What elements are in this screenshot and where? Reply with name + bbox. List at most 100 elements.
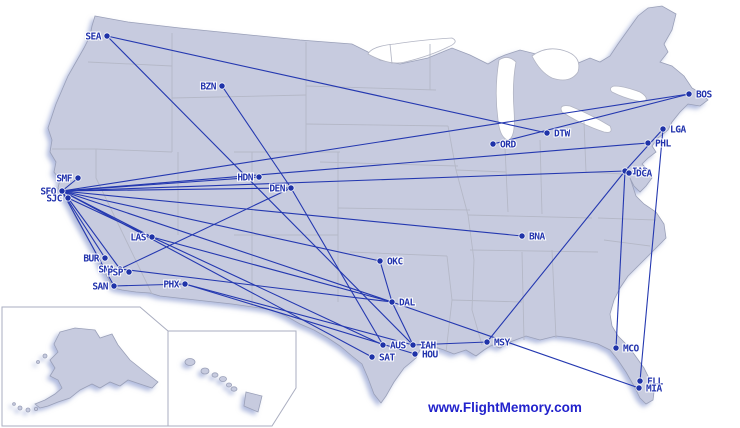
hawaii-inset-box xyxy=(167,330,297,427)
airport-PSP: PSP xyxy=(106,267,133,280)
route-SFO-BUR xyxy=(61,190,106,259)
airport-dot-DCA[interactable] xyxy=(625,169,633,177)
route-DEN-SNA xyxy=(119,187,292,270)
airport-label-IAD: IAD xyxy=(632,167,648,178)
route-SJC-SNA xyxy=(67,197,121,270)
route-SFO-HDN xyxy=(61,176,260,192)
airport-dot-PHX[interactable] xyxy=(181,280,189,288)
airport-DCA: DCA xyxy=(625,168,654,181)
airport-label-PHL: PHL xyxy=(655,139,671,150)
airport-dot-LAS[interactable] xyxy=(148,233,156,241)
hawaii-islands xyxy=(184,358,263,413)
airport-dot-HDN[interactable] xyxy=(255,173,263,181)
airport-LGA: LGA xyxy=(659,124,688,137)
airport-SJC: SJC xyxy=(45,193,72,206)
airport-MSY: MSY xyxy=(483,337,512,350)
route-OKC-DAL xyxy=(379,260,393,303)
airport-dot-MCO[interactable] xyxy=(612,344,620,352)
route-PHX-IAH xyxy=(184,283,414,346)
routes-layer xyxy=(61,35,690,389)
airport-SAT: SAT xyxy=(368,352,397,365)
airport-label-AUS: AUS xyxy=(390,341,406,352)
airport-label-OKC: OKC xyxy=(387,257,403,268)
route-SFO-DEN xyxy=(61,187,292,192)
airport-dot-HOU[interactable] xyxy=(411,350,419,358)
airport-AUS: AUS xyxy=(379,340,408,353)
airport-label-FLL: FLL xyxy=(647,377,663,388)
airport-dot-SMF[interactable] xyxy=(74,174,82,182)
airport-label-PHX: PHX xyxy=(163,280,179,291)
airport-dot-SAT[interactable] xyxy=(368,353,376,361)
airport-dot-MIA[interactable] xyxy=(635,384,643,392)
route-SFO-BNA xyxy=(61,190,523,237)
airport-dot-FLL[interactable] xyxy=(636,377,644,385)
airport-label-SAT: SAT xyxy=(379,353,395,364)
route-DAL-MIA xyxy=(391,301,640,389)
airport-dot-DEN[interactable] xyxy=(287,184,295,192)
airport-dot-OKC[interactable] xyxy=(376,257,384,265)
airport-dot-MSY[interactable] xyxy=(483,338,491,346)
airport-dot-LGA[interactable] xyxy=(659,125,667,133)
airport-label-HDN: HDN xyxy=(237,173,253,184)
airport-dot-DAL[interactable] xyxy=(388,298,396,306)
airport-dot-BOS[interactable] xyxy=(685,90,693,98)
state-borders xyxy=(52,33,657,353)
airport-dot-BZN[interactable] xyxy=(218,82,226,90)
airport-dot-SNA[interactable] xyxy=(116,265,124,273)
airport-label-SJC: SJC xyxy=(46,194,62,205)
route-SFO-PHL xyxy=(61,142,649,192)
airport-label-MIA: MIA xyxy=(646,384,662,395)
lake-superior xyxy=(367,37,456,64)
route-LGA-FLL xyxy=(639,128,664,382)
route-IAD-MSY xyxy=(486,170,626,343)
airport-BNA: BNA xyxy=(518,231,547,244)
route-ORD-BOS xyxy=(492,93,690,145)
airport-label-LGA: LGA xyxy=(670,125,686,136)
route-SFO-BOS xyxy=(61,93,690,192)
airport-label-LAS: LAS xyxy=(130,233,146,244)
airport-dot-DTW[interactable] xyxy=(543,129,551,137)
airport-dot-SAN[interactable] xyxy=(110,282,118,290)
route-DEN-AUS xyxy=(290,187,384,346)
airport-label-SFO: SFO xyxy=(40,187,56,198)
route-LGA-IAD xyxy=(624,128,664,172)
airport-label-IAH: IAH xyxy=(420,341,436,352)
route-SFO-SAN xyxy=(61,190,115,287)
watermark-link[interactable]: www.FlightMemory.com xyxy=(428,400,582,415)
route-SEA-DTW xyxy=(106,35,548,134)
airport-label-DEN: DEN xyxy=(269,184,285,195)
lake-michigan xyxy=(495,57,517,141)
airport-dot-BNA[interactable] xyxy=(518,232,526,240)
airport-label-SAN: SAN xyxy=(92,282,108,293)
route-SJC-AUS xyxy=(67,197,384,346)
route-SFO-IAD xyxy=(61,170,626,192)
airport-IAH: IAH xyxy=(409,340,438,353)
airport-dot-AUS[interactable] xyxy=(379,341,387,349)
airport-dot-PSP[interactable] xyxy=(125,268,133,276)
route-DAL-IAH xyxy=(391,301,414,346)
airport-BUR: BUR xyxy=(82,253,109,266)
route-SFO-SAT xyxy=(61,190,373,358)
airport-label-SNA: SNA xyxy=(98,265,114,276)
airport-SAN: SAN xyxy=(91,281,118,294)
airport-dot-SJC[interactable] xyxy=(64,194,72,202)
airport-label-ORD: ORD xyxy=(500,140,516,151)
route-LAS-DAL xyxy=(151,236,393,303)
airport-dot-ORD[interactable] xyxy=(489,140,497,148)
airport-label-DCA: DCA xyxy=(636,169,652,180)
airport-dot-PHL[interactable] xyxy=(644,139,652,147)
airport-MCO: MCO xyxy=(612,343,641,356)
airport-PHL: PHL xyxy=(644,138,673,151)
airport-label-BNA: BNA xyxy=(529,232,545,243)
airport-dot-SFO[interactable] xyxy=(58,187,66,195)
airport-dot-SEA[interactable] xyxy=(103,32,111,40)
airport-label-PSP: PSP xyxy=(107,268,123,279)
airport-ORD: ORD xyxy=(489,139,518,152)
airport-PHX: PHX xyxy=(162,279,189,292)
airport-dot-IAH[interactable] xyxy=(409,341,417,349)
insets xyxy=(1,306,297,427)
airport-dot-BUR[interactable] xyxy=(101,254,109,262)
airport-DAL: DAL xyxy=(388,297,417,310)
